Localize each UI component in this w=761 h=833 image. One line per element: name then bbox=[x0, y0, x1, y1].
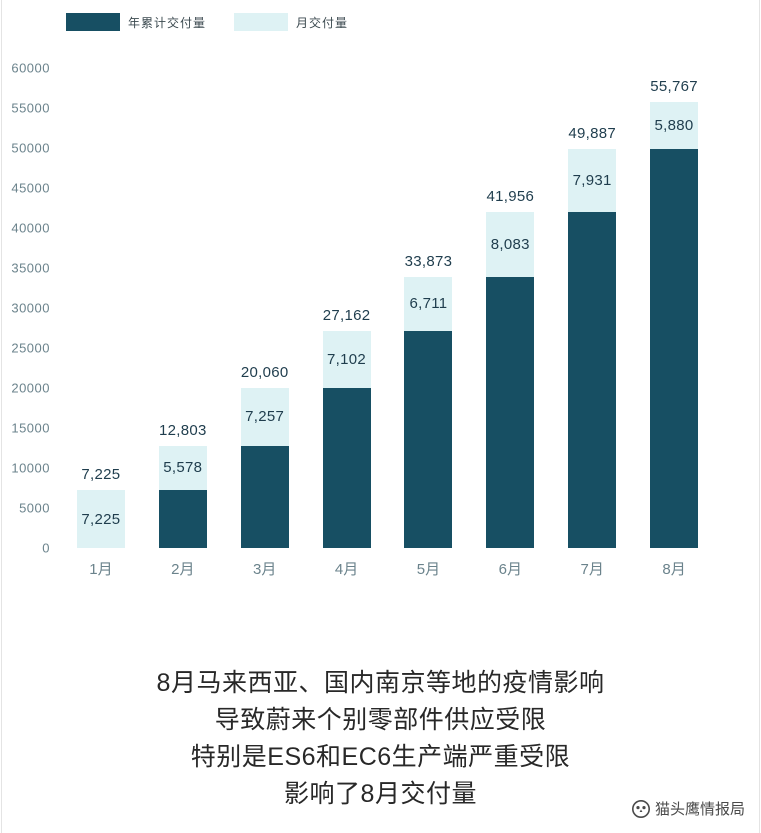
x-axis-label: 2月 bbox=[171, 561, 195, 578]
bar-column: 7,225 7,225 bbox=[60, 68, 142, 548]
delivery-bar-chart: 60000 55000 50000 45000 40000 35000 30000 25000… bbox=[2, 61, 715, 556]
cumulative-total-label: 41,956 bbox=[486, 188, 535, 206]
cumulative-total-label: 20,060 bbox=[240, 363, 289, 381]
y-axis-tick: 35000 bbox=[11, 260, 50, 276]
y-axis: 60000 55000 50000 45000 40000 35000 30000 25000… bbox=[2, 61, 60, 556]
bar-column: 20,060 7,257 bbox=[224, 68, 306, 548]
owl-logo-icon bbox=[631, 799, 650, 818]
bar-column: 27,162 7,102 bbox=[306, 68, 388, 548]
legend-label-monthly: 月交付量 bbox=[296, 15, 349, 30]
caption-block: 8月马来西亚、国内南京等地的疫情影响 导致蔚来个别零部件供应受限 特别是ES6和… bbox=[2, 665, 759, 813]
bar-column: 33,873 6,711 bbox=[388, 68, 470, 548]
y-axis-tick: 30000 bbox=[11, 300, 50, 316]
bar-column: 12,803 5,578 bbox=[142, 68, 224, 548]
watermark-text: 猫头鹰情报局 bbox=[654, 801, 745, 818]
caption-line-4: 影响了8月交付量 bbox=[284, 780, 477, 808]
monthly-value-label: 6,711 bbox=[409, 295, 448, 313]
bar-column: 55,767 5,880 bbox=[633, 68, 715, 548]
cumulative-total-label: 33,873 bbox=[404, 253, 453, 271]
cumulative-total-label: 55,767 bbox=[650, 77, 698, 95]
legend-swatch-monthly bbox=[234, 13, 289, 31]
x-axis-label: 1月 bbox=[89, 561, 113, 578]
monthly-value-label: 7,102 bbox=[327, 350, 367, 368]
y-axis-tick: 15000 bbox=[11, 420, 50, 436]
y-axis-tick: 10000 bbox=[11, 460, 50, 476]
monthly-bar-segment: 6,711 bbox=[404, 277, 453, 331]
x-axis-label: 3月 bbox=[253, 561, 277, 578]
monthly-bar-segment: 5,880 bbox=[650, 101, 699, 149]
monthly-bar-segment: 8,083 bbox=[486, 212, 535, 278]
caption-line-1: 8月马来西亚、国内南京等地的疫情影响 bbox=[156, 669, 605, 697]
cumulative-bar-segment bbox=[240, 445, 289, 548]
monthly-value-label: 7,257 bbox=[245, 408, 285, 426]
monthly-bar-segment: 7,102 bbox=[322, 330, 371, 388]
caption-line-2: 导致蔚来个别零部件供应受限 bbox=[214, 706, 547, 734]
cumulative-total-label: 12,803 bbox=[158, 421, 207, 439]
bar-column: 49,887 7,931 bbox=[551, 68, 633, 548]
x-axis-label: 4月 bbox=[334, 561, 359, 578]
y-axis-tick: 60000 bbox=[11, 60, 50, 76]
cumulative-total-label: 27,162 bbox=[322, 306, 371, 324]
legend-item-monthly: 月交付量 bbox=[234, 13, 348, 31]
monthly-value-label: 7,225 bbox=[81, 510, 121, 528]
cumulative-bar-segment bbox=[404, 330, 453, 548]
monthly-bar-segment: 7,257 bbox=[240, 387, 289, 446]
x-axis-label: 5月 bbox=[416, 561, 441, 578]
cumulative-bar-segment bbox=[650, 148, 699, 548]
monthly-bar-segment: 7,931 bbox=[568, 148, 617, 213]
x-axis: 1月 2月 3月 4月 5月 6月 7月 8月 bbox=[60, 558, 715, 579]
y-axis-tick: 55000 bbox=[11, 100, 50, 116]
x-axis-label: 7月 bbox=[580, 561, 604, 578]
cumulative-total-label: 7,225 bbox=[81, 466, 121, 484]
legend-item-cumulative: 年累计交付量 bbox=[66, 13, 206, 31]
y-axis-tick: 45000 bbox=[11, 180, 50, 196]
cumulative-bar-segment bbox=[486, 277, 535, 548]
monthly-value-label: 7,931 bbox=[572, 172, 612, 190]
plot-area: 7,225 7,225 12,803 5,578 20,060 7,257 27,162 7,… bbox=[60, 68, 715, 548]
x-axis-label: 6月 bbox=[498, 561, 522, 578]
watermark: 猫头鹰情报局 bbox=[626, 796, 749, 821]
monthly-value-label: 5,880 bbox=[654, 116, 694, 134]
monthly-bar-segment: 5,578 bbox=[158, 445, 207, 491]
y-axis-tick: 25000 bbox=[11, 340, 50, 356]
cumulative-total-label: 49,887 bbox=[568, 124, 617, 142]
x-axis-label: 8月 bbox=[662, 561, 686, 578]
legend-label-cumulative: 年累计交付量 bbox=[128, 15, 207, 30]
y-axis-tick: 40000 bbox=[11, 220, 50, 236]
y-axis-tick: 0 bbox=[42, 540, 50, 556]
monthly-bar-segment: 7,225 bbox=[76, 490, 125, 548]
chart-legend: 年累计交付量 月交付量 bbox=[66, 12, 759, 32]
y-axis-tick: 50000 bbox=[11, 140, 50, 156]
legend-swatch-cumulative bbox=[66, 13, 120, 31]
y-axis-tick: 20000 bbox=[11, 380, 50, 396]
monthly-value-label: 5,578 bbox=[163, 459, 203, 477]
bar-column: 41,956 8,083 bbox=[469, 68, 551, 548]
cumulative-bar-segment bbox=[568, 212, 617, 548]
monthly-value-label: 8,083 bbox=[490, 236, 530, 254]
cumulative-bar-segment bbox=[158, 490, 207, 548]
cumulative-bar-segment bbox=[322, 387, 371, 548]
y-axis-tick: 5000 bbox=[19, 500, 50, 516]
caption-line-3: 特别是ES6和EC6生产端严重受限 bbox=[190, 743, 571, 771]
